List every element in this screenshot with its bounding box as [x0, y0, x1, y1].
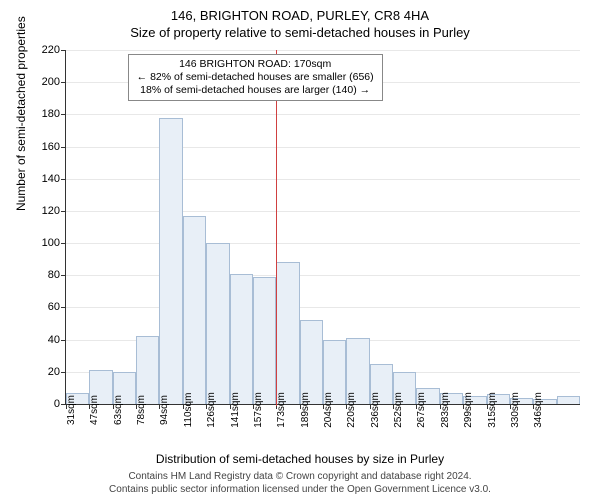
x-tick-label: 157sqm — [253, 392, 264, 428]
y-tick-label: 180 — [42, 108, 60, 120]
gridline-h — [66, 243, 580, 244]
x-tick-label: 110sqm — [183, 393, 194, 428]
y-tick-mark — [61, 82, 66, 83]
y-tick-mark — [61, 340, 66, 341]
y-tick-label: 40 — [48, 334, 60, 346]
x-tick-label: 330sqm — [510, 392, 521, 428]
annotation-line2: ← 82% of semi-detached houses are smalle… — [137, 71, 374, 84]
x-tick-label: 189sqm — [300, 392, 311, 428]
annotation-box: 146 BRIGHTON ROAD: 170sqm← 82% of semi-d… — [128, 54, 383, 101]
footer-line-1: Contains HM Land Registry data © Crown c… — [0, 471, 600, 484]
y-tick-mark — [61, 243, 66, 244]
histogram-bar — [253, 277, 276, 404]
gridline-h — [66, 50, 580, 51]
y-tick-label: 200 — [42, 76, 60, 88]
x-tick-label: 315sqm — [487, 392, 498, 428]
x-tick-label: 78sqm — [136, 395, 147, 425]
x-tick-label: 267sqm — [416, 392, 427, 428]
y-tick-label: 220 — [42, 44, 60, 56]
x-tick-label: 173sqm — [276, 392, 287, 428]
histogram-bar — [159, 118, 182, 404]
x-tick-label: 31sqm — [66, 395, 77, 425]
y-tick-label: 140 — [42, 173, 60, 185]
y-tick-label: 120 — [42, 205, 60, 217]
histogram-bar — [557, 396, 580, 404]
x-tick-label: 346sqm — [533, 392, 544, 428]
y-tick-mark — [61, 372, 66, 373]
x-axis-label: Distribution of semi-detached houses by … — [0, 452, 600, 466]
annotation-line1: 146 BRIGHTON ROAD: 170sqm — [137, 58, 374, 71]
x-tick-label: 299sqm — [463, 392, 474, 428]
gridline-h — [66, 307, 580, 308]
y-tick-mark — [61, 114, 66, 115]
y-tick-mark — [61, 307, 66, 308]
x-tick-label: 220sqm — [346, 392, 357, 428]
histogram-bar — [230, 274, 253, 404]
gridline-h — [66, 114, 580, 115]
x-tick-label: 94sqm — [159, 395, 170, 425]
chart-container: 146, BRIGHTON ROAD, PURLEY, CR8 4HA Size… — [0, 0, 600, 500]
y-tick-mark — [61, 50, 66, 51]
y-tick-label: 80 — [48, 269, 60, 281]
x-tick-label: 236sqm — [370, 392, 381, 428]
gridline-h — [66, 275, 580, 276]
gridline-h — [66, 211, 580, 212]
histogram-bar — [276, 262, 299, 404]
y-tick-mark — [61, 211, 66, 212]
gridline-h — [66, 147, 580, 148]
chart-plot-area: 02040608010012014016018020022031sqm47sqm… — [65, 50, 580, 405]
histogram-bar — [183, 216, 206, 404]
y-tick-mark — [61, 275, 66, 276]
x-tick-label: 126sqm — [206, 392, 217, 428]
chart-footer: Contains HM Land Registry data © Crown c… — [0, 471, 600, 496]
y-tick-label: 100 — [42, 237, 60, 249]
y-tick-label: 60 — [48, 301, 60, 313]
y-tick-mark — [61, 179, 66, 180]
annotation-line3: 18% of semi-detached houses are larger (… — [137, 84, 374, 97]
y-tick-label: 0 — [54, 398, 60, 410]
histogram-bar — [206, 243, 229, 404]
chart-title-sub: Size of property relative to semi-detach… — [0, 23, 600, 44]
histogram-bar — [136, 336, 159, 404]
y-tick-mark — [61, 147, 66, 148]
x-tick-label: 47sqm — [89, 395, 100, 425]
x-tick-label: 63sqm — [113, 395, 124, 425]
chart-title-main: 146, BRIGHTON ROAD, PURLEY, CR8 4HA — [0, 0, 600, 23]
y-tick-label: 20 — [48, 366, 60, 378]
y-axis-label: Number of semi-detached properties — [14, 16, 28, 211]
gridline-h — [66, 179, 580, 180]
x-tick-label: 252sqm — [393, 392, 404, 428]
x-tick-label: 204sqm — [323, 392, 334, 428]
x-tick-label: 283sqm — [440, 392, 451, 428]
x-tick-label: 141sqm — [230, 392, 241, 428]
plot-region: 02040608010012014016018020022031sqm47sqm… — [65, 50, 580, 405]
footer-line-2: Contains public sector information licen… — [0, 484, 600, 497]
reference-line — [276, 50, 277, 406]
y-tick-label: 160 — [42, 141, 60, 153]
